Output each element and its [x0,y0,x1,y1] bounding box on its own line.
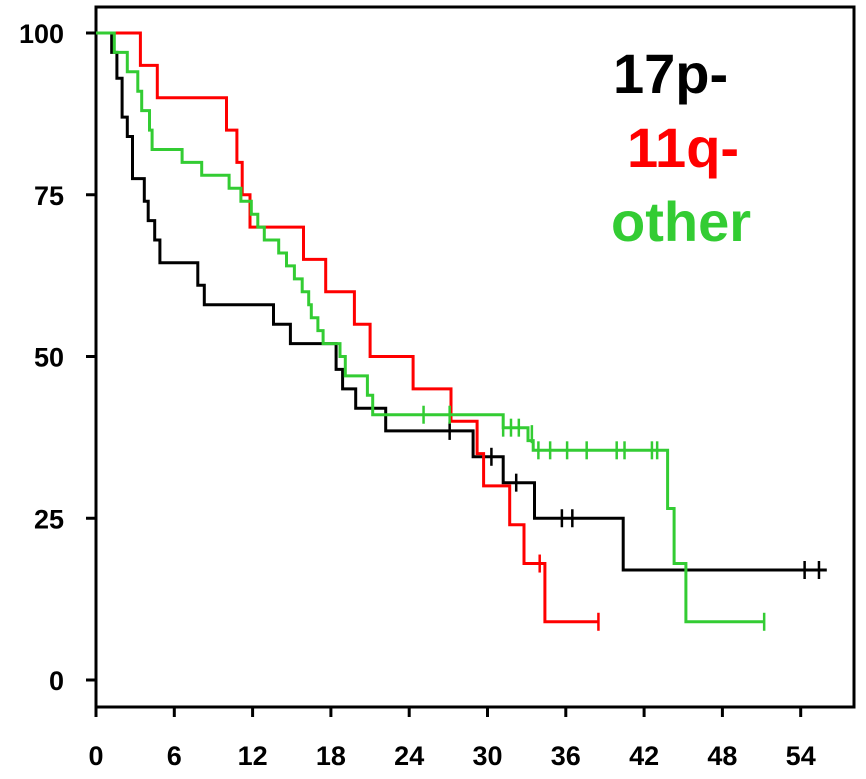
series-17p [96,31,827,580]
y-tick-label: 50 [34,343,64,373]
survival-curve-other [96,31,765,624]
y-tick-label: 75 [34,181,64,211]
x-tick-label: 30 [472,741,502,771]
legend: 17p- 11q- other [611,42,751,253]
x-tick-label: 0 [88,741,103,771]
legend-label-11q: 11q- [627,116,739,179]
series-layer [96,31,827,631]
x-tick-label: 18 [316,741,346,771]
x-tick-label: 42 [629,741,659,771]
series-other [96,31,766,631]
plot-frame [94,5,856,709]
survival-curve-11q [96,31,599,624]
x-tick-label: 36 [551,741,581,771]
y-tick-label: 25 [34,504,64,534]
x-axis-ticks: 0 6 12 18 24 30 36 42 48 54 [88,707,816,771]
x-tick-label: 24 [394,741,424,771]
y-axis-ticks: 0 25 50 75 100 [19,19,96,696]
survival-curve-17p [96,31,827,572]
x-tick-label: 48 [707,741,737,771]
series-11q [96,31,600,631]
x-tick-label: 6 [167,741,182,771]
y-tick-label: 100 [19,19,64,49]
x-tick-label: 54 [786,741,816,771]
y-tick-label: 0 [49,666,64,696]
x-tick-label: 12 [238,741,268,771]
legend-label-17p: 17p- [613,42,728,105]
legend-label-other: other [611,190,751,253]
